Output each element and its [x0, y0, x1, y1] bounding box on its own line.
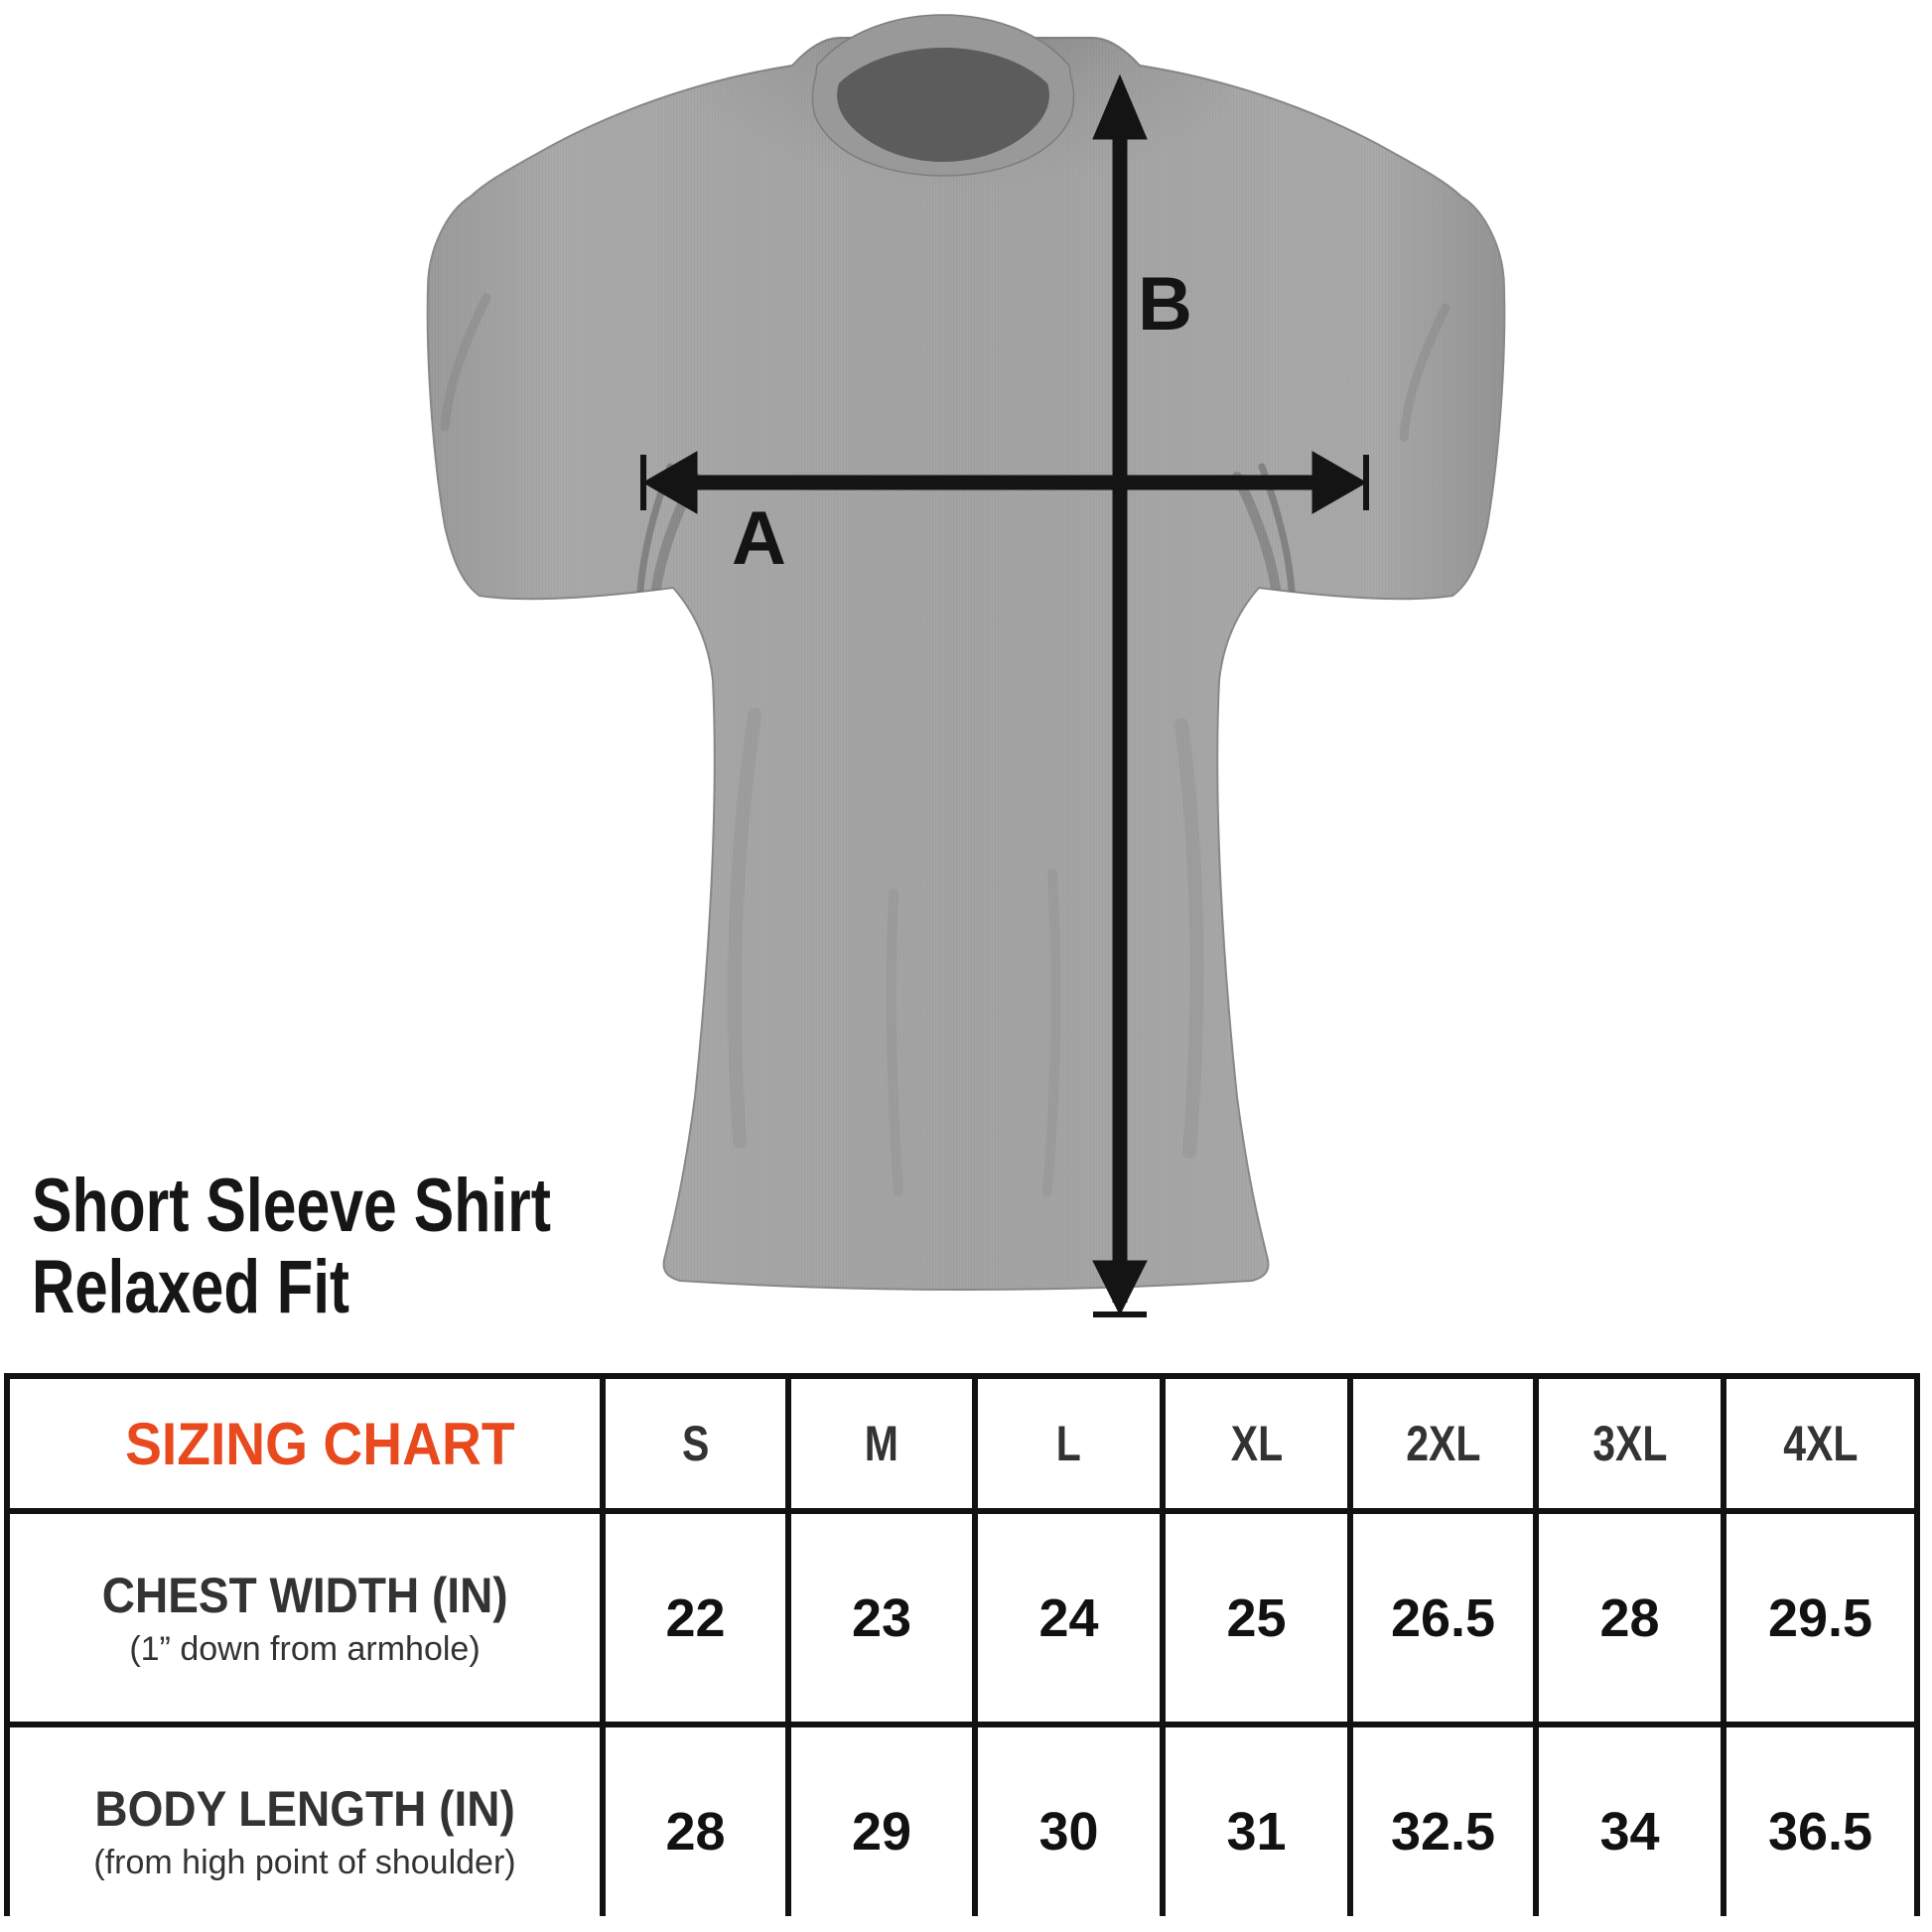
svg-text:A: A — [732, 496, 786, 581]
svg-text:Short Sleeve Shirt: Short Sleeve Shirt — [32, 1164, 551, 1248]
svg-text:Relaxed Fit: Relaxed Fit — [32, 1245, 349, 1329]
svg-text:B: B — [1138, 262, 1192, 346]
